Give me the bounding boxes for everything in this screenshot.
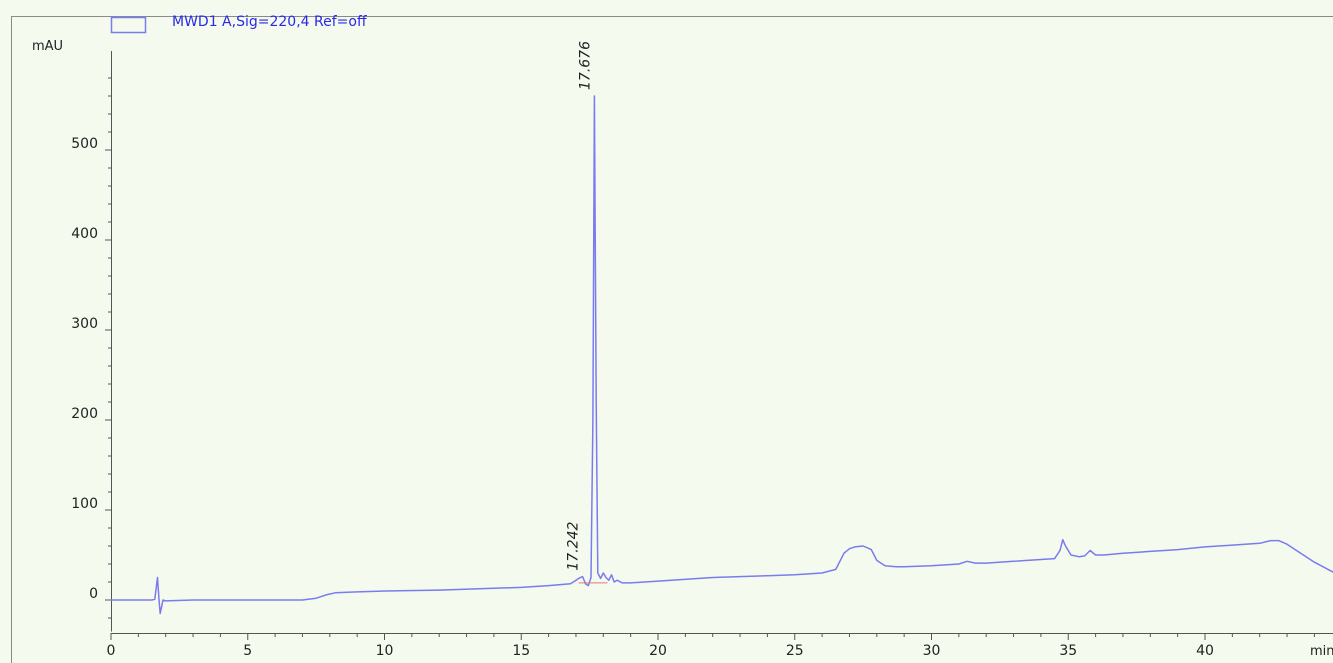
legend-swatch bbox=[110, 16, 147, 34]
plot-frame bbox=[11, 16, 1333, 663]
x-tick-label: 5 bbox=[243, 643, 252, 659]
legend: MWD1 A,Sig=220,4 Ref=off bbox=[110, 14, 367, 34]
y-tick-label: 100 bbox=[71, 496, 98, 512]
y-tick-label: 400 bbox=[71, 226, 98, 242]
peak-labels: 17.676 17.242 bbox=[566, 41, 594, 571]
peak-label: 17.242 bbox=[566, 522, 582, 571]
x-tick-label: 10 bbox=[376, 643, 394, 659]
x-tick-label: 15 bbox=[512, 643, 530, 659]
x-axis-unit-label: min bbox=[1310, 644, 1333, 659]
series-layer bbox=[111, 95, 1333, 615]
y-tick-label: 500 bbox=[71, 136, 98, 152]
x-tick-label: 25 bbox=[786, 643, 804, 659]
peak-label: 17.676 bbox=[577, 41, 593, 90]
x-tick-label: 40 bbox=[1196, 643, 1214, 659]
x-tick-label: 0 bbox=[107, 643, 116, 659]
legend-label: MWD1 A,Sig=220,4 Ref=off bbox=[172, 14, 367, 30]
axes: 0 100 200 300 400 500 0 5 10 15 20 25 30 35 40 bbox=[71, 51, 1333, 659]
x-tick-label: 20 bbox=[649, 643, 667, 659]
series-line bbox=[111, 95, 1333, 615]
x-tick-label: 30 bbox=[923, 643, 941, 659]
y-tick-label: 0 bbox=[89, 586, 98, 602]
y-tick-label: 300 bbox=[71, 316, 98, 332]
y-axis-unit-label: mAU bbox=[32, 39, 63, 54]
y-tick-label: 200 bbox=[71, 406, 98, 422]
x-tick-label: 35 bbox=[1059, 643, 1077, 659]
